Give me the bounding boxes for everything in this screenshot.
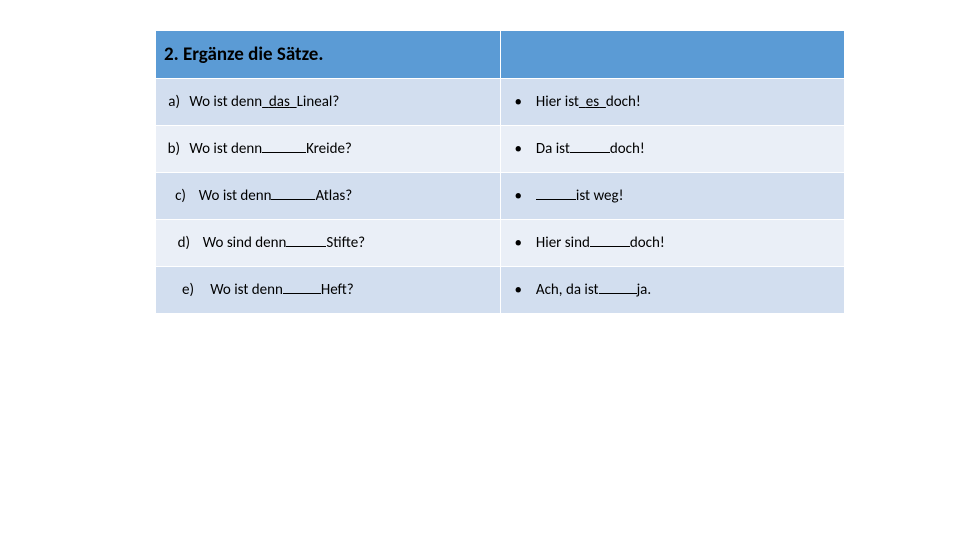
a-pre: Ach, da ist bbox=[536, 281, 599, 299]
a-post: ja. bbox=[637, 281, 652, 299]
q-post: Heft? bbox=[321, 281, 354, 299]
q-post: Stifte? bbox=[326, 234, 365, 252]
a-post: doch! bbox=[606, 93, 641, 111]
answer-cell: • Da ist doch! bbox=[500, 126, 845, 173]
question-cell: c) Wo ist denn Atlas? bbox=[156, 173, 501, 220]
row-marker: e) bbox=[180, 281, 194, 299]
table-row: e) Wo ist denn Heft? • Ach, da ist ja. bbox=[156, 267, 845, 314]
q-blank bbox=[286, 246, 326, 247]
exercise-table: 2. Ergänze die Sätze. a) Wo ist denn das… bbox=[155, 30, 845, 314]
a-post: doch! bbox=[610, 140, 645, 158]
table-row: b) Wo ist denn Kreide? • Da ist doch! bbox=[156, 126, 845, 173]
answer-cell: • ist weg! bbox=[500, 173, 845, 220]
a-post: ist weg! bbox=[576, 187, 624, 205]
q-pre: Wo sind denn bbox=[203, 234, 287, 252]
a-blank bbox=[590, 246, 630, 247]
q-blank: das bbox=[262, 93, 297, 111]
a-pre: Hier ist bbox=[536, 93, 579, 111]
header-title: 2. Ergänze die Sätze. bbox=[164, 43, 323, 66]
row-marker: a) bbox=[166, 93, 180, 111]
question-cell: e) Wo ist denn Heft? bbox=[156, 267, 501, 314]
bullet-icon: • bbox=[515, 234, 525, 252]
q-pre: Wo ist denn bbox=[210, 281, 283, 299]
a-blank bbox=[536, 199, 576, 200]
q-blank bbox=[271, 199, 315, 200]
table-row: d) Wo sind denn Stifte? • Hier sind doch! bbox=[156, 220, 845, 267]
a-pre: Hier sind bbox=[536, 234, 590, 252]
row-marker: d) bbox=[176, 234, 190, 252]
a-pre: Da ist bbox=[536, 140, 570, 158]
q-post: Atlas? bbox=[315, 187, 352, 205]
q-pre: Wo ist denn bbox=[189, 93, 262, 111]
question-cell: b) Wo ist denn Kreide? bbox=[156, 126, 501, 173]
table-row: c) Wo ist denn Atlas? • ist weg! bbox=[156, 173, 845, 220]
q-pre: Wo ist denn bbox=[189, 140, 262, 158]
header-row: 2. Ergänze die Sätze. bbox=[156, 31, 845, 79]
exercise-table-container: 2. Ergänze die Sätze. a) Wo ist denn das… bbox=[155, 30, 845, 314]
bullet-icon: • bbox=[515, 281, 525, 299]
a-post: doch! bbox=[630, 234, 665, 252]
question-cell: a) Wo ist denn das Lineal? bbox=[156, 79, 501, 126]
q-post: Lineal? bbox=[297, 93, 340, 111]
a-blank bbox=[599, 293, 637, 294]
q-post: Kreide? bbox=[306, 140, 352, 158]
answer-cell: • Ach, da ist ja. bbox=[500, 267, 845, 314]
row-marker: c) bbox=[172, 187, 186, 205]
answer-cell: • Hier ist es doch! bbox=[500, 79, 845, 126]
q-pre: Wo ist denn bbox=[199, 187, 272, 205]
a-blank bbox=[570, 152, 610, 153]
table-row: a) Wo ist denn das Lineal? • Hier ist es… bbox=[156, 79, 845, 126]
answer-cell: • Hier sind doch! bbox=[500, 220, 845, 267]
header-empty-cell bbox=[500, 31, 845, 79]
bullet-icon: • bbox=[515, 93, 525, 111]
header-title-cell: 2. Ergänze die Sätze. bbox=[156, 31, 501, 79]
question-cell: d) Wo sind denn Stifte? bbox=[156, 220, 501, 267]
row-marker: b) bbox=[166, 140, 180, 158]
q-blank bbox=[262, 152, 306, 153]
q-blank bbox=[283, 293, 321, 294]
a-blank: es bbox=[579, 93, 606, 111]
bullet-icon: • bbox=[515, 140, 525, 158]
bullet-icon: • bbox=[515, 187, 525, 205]
